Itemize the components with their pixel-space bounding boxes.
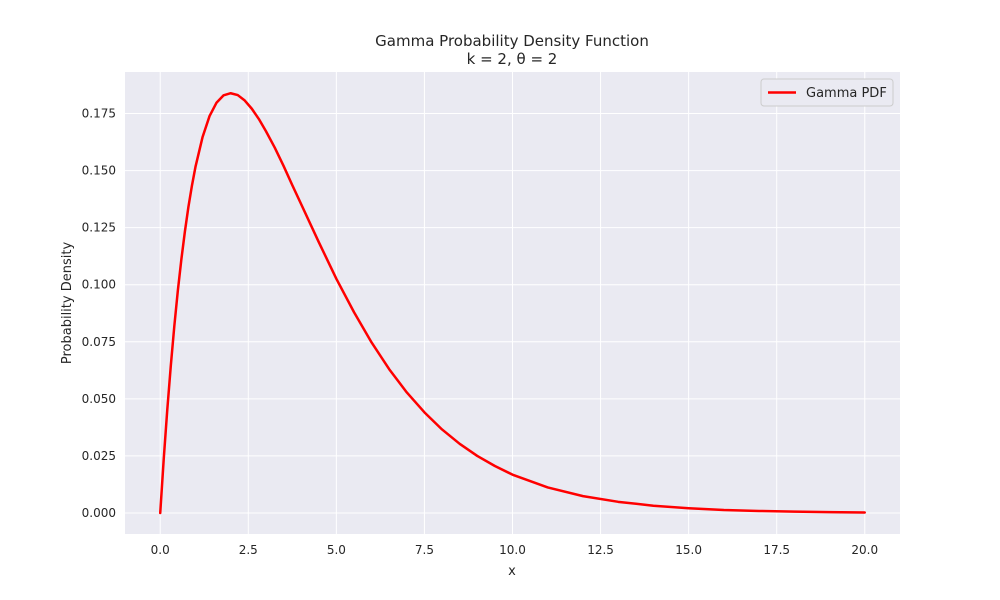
y-tick-label: 0.175 [82,107,116,121]
x-tick-label: 7.5 [415,543,434,557]
y-tick-label: 0.150 [82,164,116,178]
x-tick-label: 12.5 [587,543,614,557]
x-tick-label: 10.0 [499,543,526,557]
x-tick-label: 2.5 [239,543,258,557]
legend-label-gamma-pdf: Gamma PDF [806,86,887,101]
x-tick-label: 20.0 [851,543,878,557]
y-axis-label: Probability Density [60,242,75,365]
y-tick-label: 0.100 [82,278,116,292]
chart-title: Gamma Probability Density Function [375,32,649,50]
grid-lines [125,72,900,534]
y-tick-label: 0.075 [82,335,116,349]
chart-subtitle: k = 2, θ = 2 [467,50,558,68]
legend-box [760,78,894,107]
y-tick-label: 0.050 [82,392,116,406]
tick-labels: 0.0 2.5 5.0 7.5 10.0 12.5 15.0 17.5 20.0 0.000 0.0… [82,107,878,557]
series-line-gamma-pdf [158,91,867,515]
x-tick-label: 5.0 [327,543,346,557]
x-tick-label: 15.0 [675,543,702,557]
x-axis-label: x [508,564,516,579]
x-tick-label: 0.0 [151,543,170,557]
y-tick-label: 0.000 [82,506,116,520]
series-layer [158,91,867,515]
x-tick-label: 17.5 [763,543,790,557]
legend: Gamma PDF [760,78,894,107]
y-tick-label: 0.125 [82,221,116,235]
y-tick-label: 0.025 [82,449,116,463]
